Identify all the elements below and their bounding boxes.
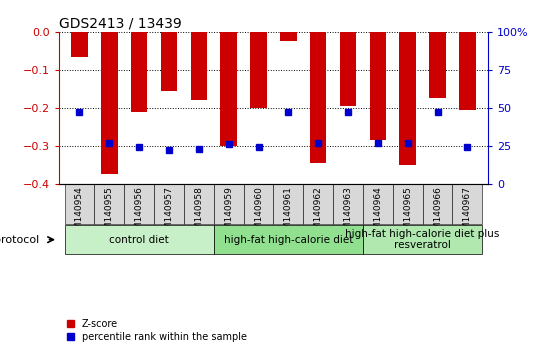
FancyBboxPatch shape bbox=[303, 184, 333, 224]
FancyBboxPatch shape bbox=[363, 184, 393, 224]
FancyBboxPatch shape bbox=[273, 184, 303, 224]
Bar bbox=[191, 32, 207, 100]
Bar bbox=[131, 32, 147, 112]
Text: GSM140964: GSM140964 bbox=[373, 186, 382, 241]
Bar bbox=[220, 32, 237, 146]
Text: control diet: control diet bbox=[109, 235, 169, 245]
Text: GSM140961: GSM140961 bbox=[284, 186, 293, 241]
Bar bbox=[310, 32, 326, 163]
Bar bbox=[101, 32, 118, 175]
FancyBboxPatch shape bbox=[453, 184, 482, 224]
FancyBboxPatch shape bbox=[393, 184, 422, 224]
Bar bbox=[251, 32, 267, 108]
FancyBboxPatch shape bbox=[124, 184, 154, 224]
Text: GSM140959: GSM140959 bbox=[224, 186, 233, 241]
Legend: Z-score, percentile rank within the sample: Z-score, percentile rank within the samp… bbox=[64, 315, 251, 346]
Text: GSM140957: GSM140957 bbox=[165, 186, 174, 241]
Bar bbox=[400, 32, 416, 165]
FancyBboxPatch shape bbox=[94, 184, 124, 224]
Text: GSM140967: GSM140967 bbox=[463, 186, 472, 241]
Text: GSM140966: GSM140966 bbox=[433, 186, 442, 241]
Bar bbox=[340, 32, 356, 106]
FancyBboxPatch shape bbox=[184, 184, 214, 224]
FancyBboxPatch shape bbox=[333, 184, 363, 224]
Text: GDS2413 / 13439: GDS2413 / 13439 bbox=[59, 17, 181, 31]
FancyBboxPatch shape bbox=[244, 184, 273, 224]
Bar bbox=[429, 32, 446, 98]
FancyBboxPatch shape bbox=[363, 225, 482, 254]
Text: high-fat high-calorie diet: high-fat high-calorie diet bbox=[224, 235, 353, 245]
Text: GSM140956: GSM140956 bbox=[134, 186, 143, 241]
Text: GSM140963: GSM140963 bbox=[344, 186, 353, 241]
Text: GSM140955: GSM140955 bbox=[105, 186, 114, 241]
Text: protocol: protocol bbox=[0, 235, 39, 245]
Text: high-fat high-calorie diet plus
resveratrol: high-fat high-calorie diet plus resverat… bbox=[345, 229, 500, 251]
Text: GSM140958: GSM140958 bbox=[194, 186, 203, 241]
FancyBboxPatch shape bbox=[154, 184, 184, 224]
Text: GSM140960: GSM140960 bbox=[254, 186, 263, 241]
Bar bbox=[71, 32, 88, 57]
Text: GSM140962: GSM140962 bbox=[314, 186, 323, 241]
FancyBboxPatch shape bbox=[422, 184, 453, 224]
FancyBboxPatch shape bbox=[65, 184, 94, 224]
Bar bbox=[161, 32, 177, 91]
Bar bbox=[459, 32, 475, 110]
Text: GSM140965: GSM140965 bbox=[403, 186, 412, 241]
FancyBboxPatch shape bbox=[214, 225, 363, 254]
FancyBboxPatch shape bbox=[214, 184, 244, 224]
Bar bbox=[369, 32, 386, 140]
Bar bbox=[280, 32, 296, 41]
FancyBboxPatch shape bbox=[65, 225, 214, 254]
Text: GSM140954: GSM140954 bbox=[75, 186, 84, 241]
